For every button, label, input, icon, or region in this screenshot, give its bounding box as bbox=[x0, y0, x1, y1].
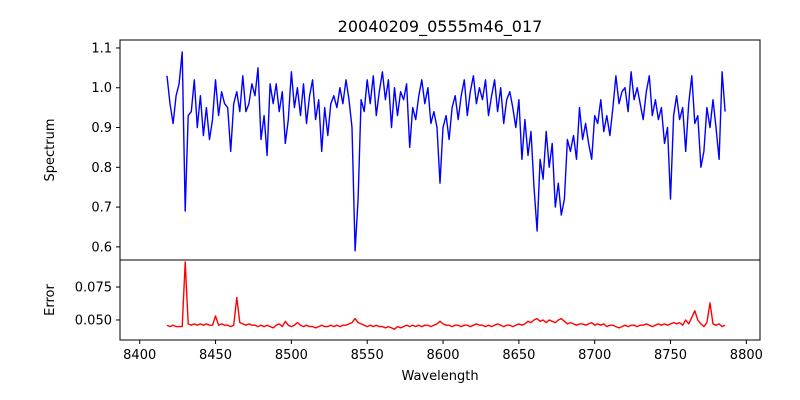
error-ytick-label: 0.075 bbox=[75, 281, 112, 296]
x-axis-label: Wavelength bbox=[401, 369, 478, 384]
xtick-label: 8500 bbox=[275, 348, 308, 363]
xtick-label: 8600 bbox=[426, 348, 459, 363]
spectrum-ytick-label: 0.6 bbox=[91, 240, 112, 255]
xtick-label: 8400 bbox=[123, 348, 156, 363]
spectrum-ytick-label: 1.0 bbox=[91, 81, 112, 96]
spectrum-panel: 0.6 0.7 0.8 0.9 1.0 1.1 bbox=[91, 39, 761, 261]
xtick-label: 8450 bbox=[199, 348, 232, 363]
spectrum-ytick-label: 0.9 bbox=[91, 121, 112, 136]
xtick-label: 8550 bbox=[351, 348, 384, 363]
xtick-label: 8800 bbox=[730, 348, 763, 363]
spectrum-y-label: Spectrum bbox=[43, 119, 58, 182]
spectrum-axes-frame bbox=[119, 39, 761, 261]
xtick-label: 8750 bbox=[654, 348, 687, 363]
spectrum-series-line bbox=[166, 51, 726, 252]
spectrum-ytick-label: 0.8 bbox=[91, 161, 112, 176]
spectrum-ytick-label: 0.7 bbox=[91, 201, 112, 216]
xtick-label: 8650 bbox=[502, 348, 535, 363]
error-ytick-label: 0.050 bbox=[75, 313, 112, 328]
spectrum-ytick-label: 1.1 bbox=[91, 41, 112, 56]
error-axes-frame bbox=[119, 259, 761, 341]
chart-title: 20040209_0555m46_017 bbox=[338, 17, 543, 37]
xtick-label: 8700 bbox=[578, 348, 611, 363]
error-y-label: Error bbox=[43, 284, 58, 316]
error-panel: 0.050 0.075 8400 8450 8500 8550 8600 8650 8700 87… bbox=[75, 259, 763, 363]
error-series-line bbox=[166, 261, 726, 330]
